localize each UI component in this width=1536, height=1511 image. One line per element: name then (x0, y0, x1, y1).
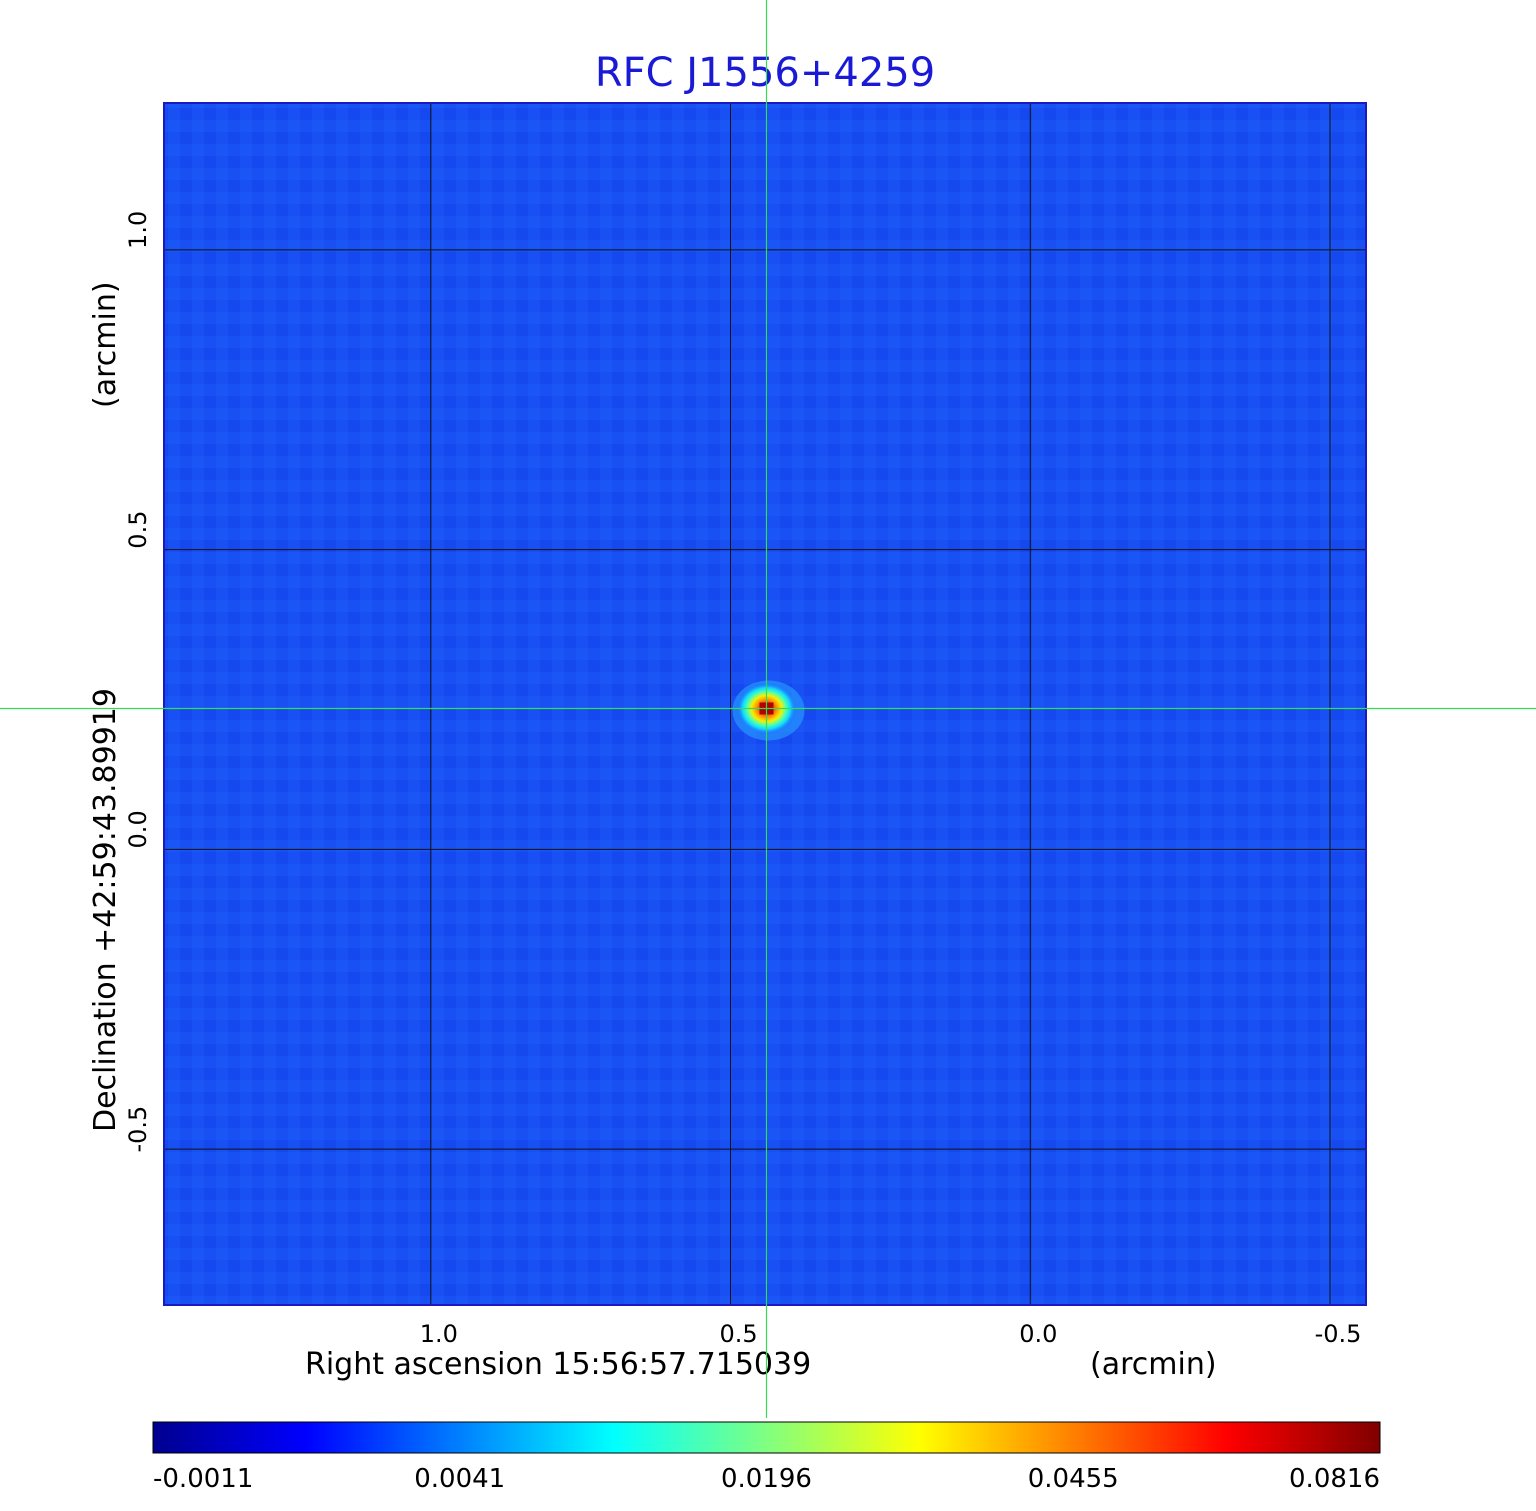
y-tick-labels: 1.0 0.5 0.0 -0.5 (124, 211, 152, 1153)
x-tick-label: 0.0 (1019, 1320, 1057, 1348)
colorbar-tick-label: -0.0011 (153, 1464, 253, 1494)
colorbar-tick-label: 0.0816 (1289, 1464, 1380, 1494)
grid-lines (164, 103, 1366, 1305)
plot-area (163, 102, 1367, 1306)
y-axis-label: Declination +42:59:43.89919 (88, 688, 123, 1132)
colorbar-tick-label: 0.0041 (414, 1464, 505, 1494)
source-blob (732, 680, 805, 741)
colorbar (152, 1421, 1381, 1454)
y-tick-label: 0.0 (124, 810, 152, 848)
chart-title: RFC J1556+4259 (595, 50, 935, 96)
y-tick-label: 1.0 (124, 211, 152, 249)
x-tick-labels: 1.0 0.5 0.0 -0.5 (420, 1320, 1362, 1348)
colorbar-tick-label: 0.0196 (721, 1464, 812, 1494)
plot-frame (163, 102, 1367, 1306)
y-axis-unit: (arcmin) (88, 281, 123, 408)
x-tick-label: -0.5 (1315, 1320, 1362, 1348)
y-tick-label: -0.5 (124, 1106, 152, 1153)
y-tick-label: 0.5 (124, 511, 152, 549)
x-axis-unit: (arcmin) (1090, 1347, 1217, 1382)
x-tick-label: 1.0 (420, 1320, 458, 1348)
colorbar-tick-labels: -0.0011 0.0041 0.0196 0.0455 0.0816 (153, 1464, 1380, 1494)
crosshair (0, 0, 1536, 1418)
x-tick-label: 0.5 (719, 1320, 757, 1348)
colorbar-tick-label: 0.0455 (1028, 1464, 1119, 1494)
x-axis-label: Right ascension 15:56:57.715039 (305, 1347, 811, 1382)
